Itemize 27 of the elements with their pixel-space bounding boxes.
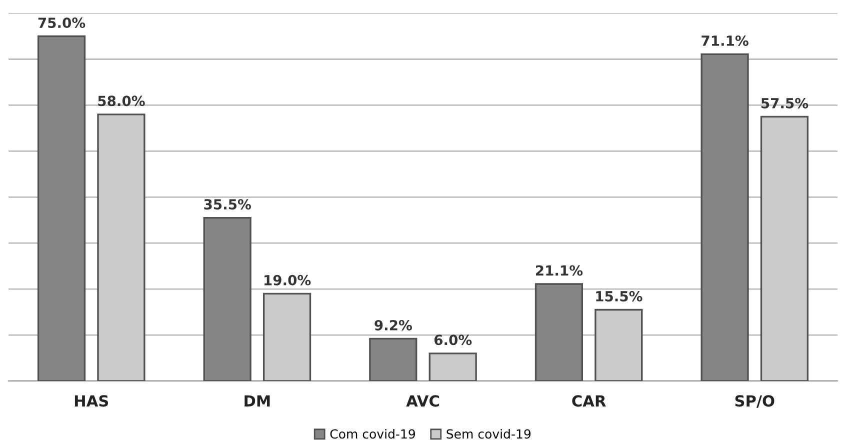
data-label: 57.5% [761, 98, 808, 108]
data-label: 19.0% [264, 274, 311, 286]
bar [203, 216, 252, 381]
bar [37, 35, 86, 381]
bar [760, 116, 809, 381]
bar [428, 352, 477, 381]
data-label: 6.0% [434, 334, 472, 346]
bar [534, 283, 584, 381]
legend-label: Sem covid-19 [446, 429, 531, 439]
data-label: 71.1% [702, 35, 748, 46]
legend-label: Com covid-19 [330, 429, 415, 439]
x-tick-label: DM [244, 395, 270, 406]
x-tick-label: SP/O [735, 395, 774, 408]
data-label: 35.5% [204, 199, 251, 210]
bar [262, 292, 312, 381]
x-tick-label: CAR [572, 395, 606, 407]
data-label: 58.0% [98, 96, 145, 106]
data-label: 75.0% [38, 18, 86, 28]
bar [369, 338, 418, 381]
x-tick-label: AVC [406, 395, 439, 407]
bar [97, 114, 146, 381]
data-label: 21.1% [536, 265, 583, 276]
data-label: 9.2% [374, 320, 412, 330]
x-tick-label: HAS [74, 395, 108, 407]
bar [594, 308, 643, 381]
data-label: 15.5% [596, 290, 642, 302]
bar [700, 53, 749, 381]
